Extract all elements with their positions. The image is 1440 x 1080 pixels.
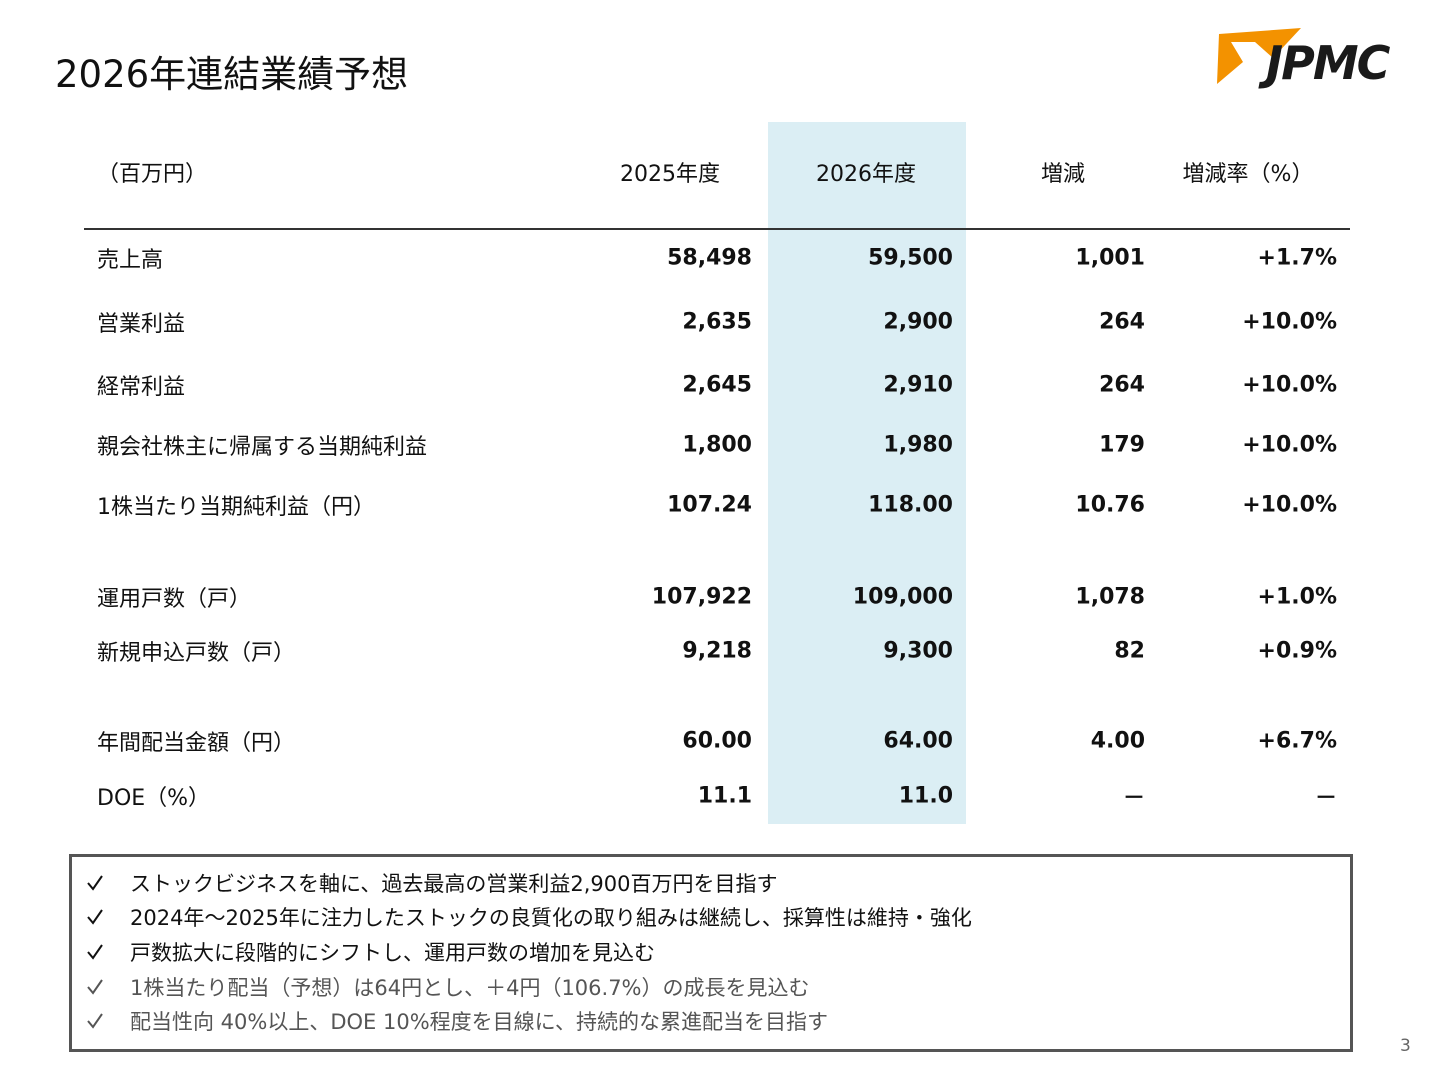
row-label: 年間配当金額（円） <box>97 731 296 756</box>
table-value: 107.24 <box>667 492 752 518</box>
table-value: 264 <box>1099 372 1145 398</box>
logo: JPMC <box>1266 36 1390 90</box>
table-value: － <box>1314 786 1337 811</box>
table-value: 9,300 <box>883 638 953 664</box>
table-value: 58,498 <box>667 245 752 271</box>
table-value: 1,001 <box>1075 245 1145 271</box>
check-icon <box>87 909 103 925</box>
table-value: 2,645 <box>682 372 752 398</box>
table-value: 1,800 <box>682 432 752 458</box>
table-value: +1.7% <box>1257 245 1337 271</box>
table-value: 1,980 <box>883 432 953 458</box>
highlight-column <box>768 122 966 824</box>
check-icon <box>87 1013 103 1029</box>
row-label: 新規申込戸数（戸） <box>97 641 296 666</box>
table-value: 64.00 <box>883 728 953 754</box>
table-value: 10.76 <box>1075 492 1145 518</box>
page-number: 3 <box>1400 1036 1411 1056</box>
column-header: 2026年度 <box>816 162 916 187</box>
column-header: 増減率（%） <box>1182 162 1314 187</box>
column-header: 2025年度 <box>620 162 720 187</box>
check-icon <box>87 944 103 960</box>
logo-mark <box>1217 28 1301 84</box>
note: ストックビジネスを軸に、過去最高の営業利益2,900百万円を目指す <box>130 872 778 896</box>
table-value: － <box>1122 786 1145 811</box>
table-value: +1.0% <box>1257 584 1337 610</box>
column-header: （百万円） <box>97 162 208 187</box>
table-value: +6.7% <box>1257 728 1337 754</box>
row-label: 運用戸数（戸） <box>97 587 252 612</box>
table-value: 4.00 <box>1090 728 1145 754</box>
table-value: 264 <box>1099 309 1145 335</box>
note: 配当性向 40%以上、DOE 10%程度を目線に、持続的な累進配当を目指す <box>130 1010 829 1034</box>
row-label: 経常利益 <box>97 375 186 400</box>
table-value: 11.1 <box>697 783 752 809</box>
note: 戸数拡大に段階的にシフトし、運用戸数の増加を見込む <box>130 941 655 965</box>
table-value: +10.0% <box>1242 432 1337 458</box>
row-label: 営業利益 <box>97 312 186 337</box>
table-value: 2,900 <box>883 309 953 335</box>
table-value: 179 <box>1099 432 1145 458</box>
table-value: 1,078 <box>1075 584 1145 610</box>
row-label: 親会社株主に帰属する当期純利益 <box>97 435 428 460</box>
table-value: 2,635 <box>682 309 752 335</box>
table-value: 59,500 <box>868 245 953 271</box>
check-icon <box>87 979 103 995</box>
column-header: 増減 <box>1040 162 1086 187</box>
table-value: +10.0% <box>1242 492 1337 518</box>
table-value: 2,910 <box>883 372 953 398</box>
table-value: 9,218 <box>682 638 752 664</box>
table-value: 60.00 <box>682 728 752 754</box>
table-value: +10.0% <box>1242 372 1337 398</box>
row-label: 売上高 <box>97 248 164 273</box>
table-value: 107,922 <box>651 584 752 610</box>
note: 2024年～2025年に注力したストックの良質化の取り組みは継続し、採算性は維持… <box>130 906 972 930</box>
table-value: +10.0% <box>1242 309 1337 335</box>
table-value: 11.0 <box>898 783 953 809</box>
note: 1株当たり配当（予想）は64円とし、＋4円（106.7%）の成長を見込む <box>130 976 810 1000</box>
check-icon <box>87 875 103 891</box>
title: 2026年連結業績予想 <box>55 53 409 96</box>
row-label: DOE（%） <box>97 786 211 811</box>
row-label: 1株当たり当期純利益（円） <box>97 495 375 520</box>
header-rule <box>84 228 1350 230</box>
table-value: +0.9% <box>1257 638 1337 664</box>
notes-box <box>69 854 1353 1052</box>
table-value: 118.00 <box>868 492 953 518</box>
table-value: 82 <box>1114 638 1145 664</box>
table-value: 109,000 <box>852 584 953 610</box>
